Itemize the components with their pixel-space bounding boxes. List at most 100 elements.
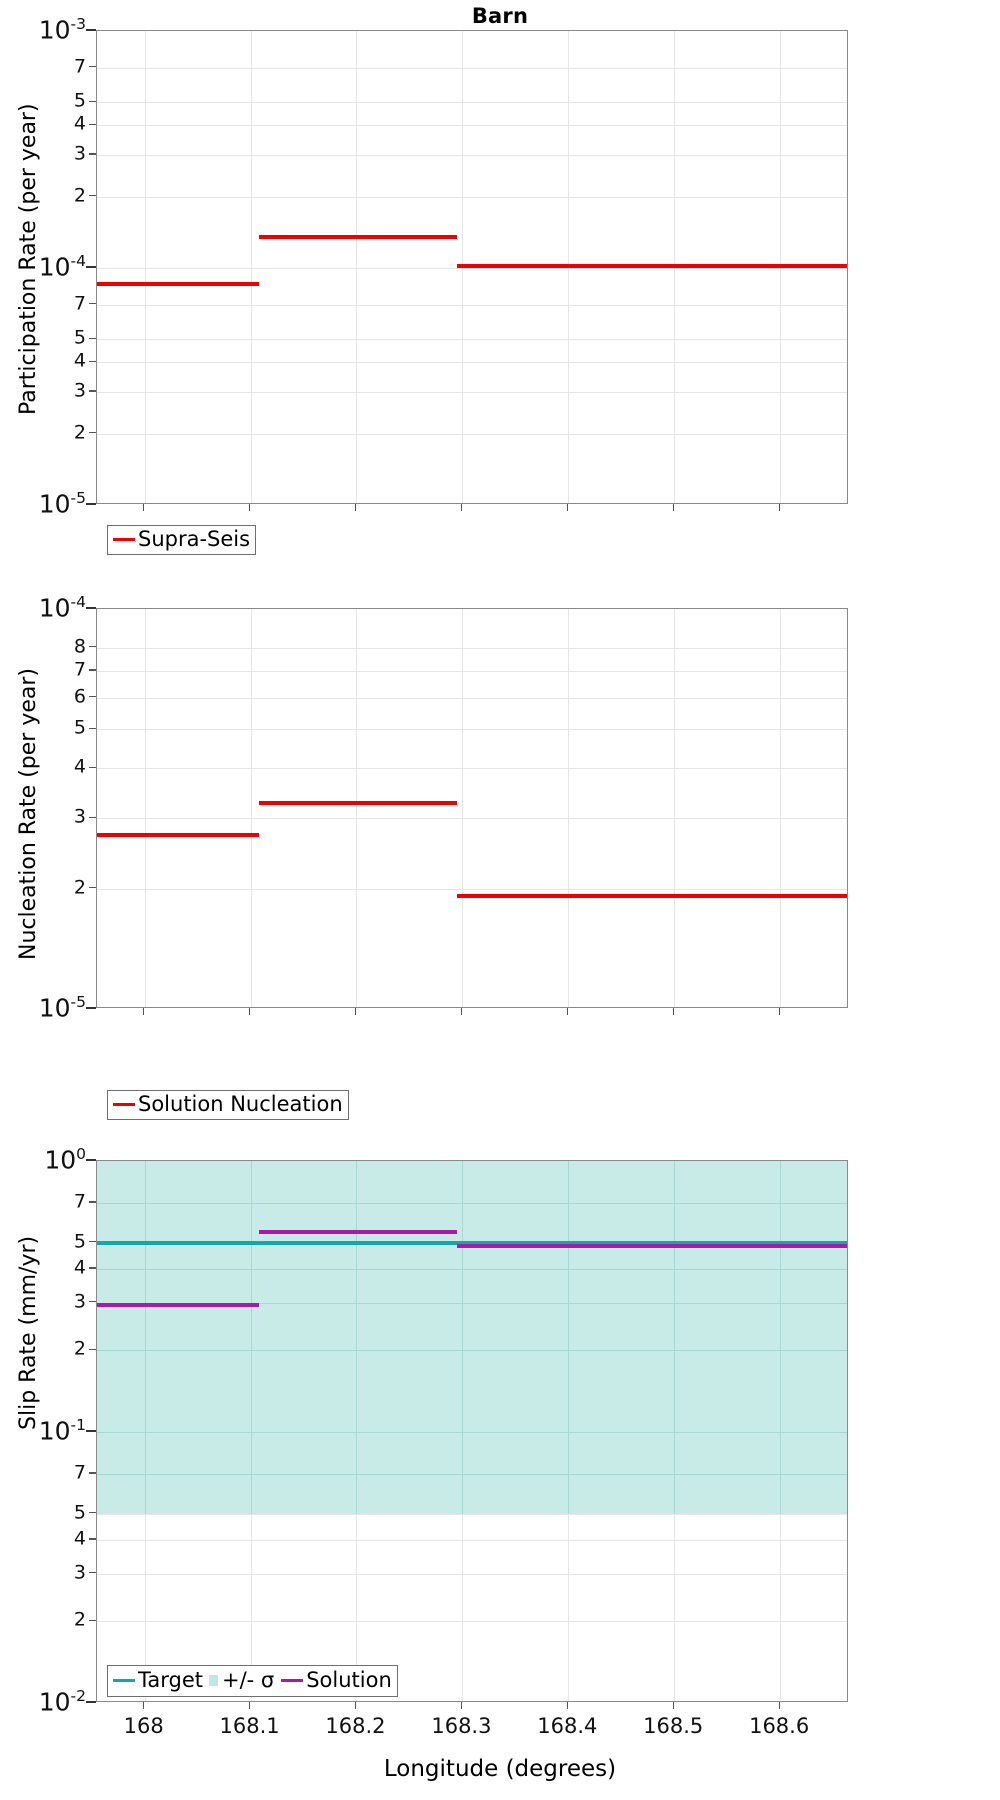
data-step-segment: [457, 263, 847, 268]
y-tick-mark: [89, 886, 96, 889]
panel-participation-rate: [96, 30, 848, 504]
y-tick-label: 10-3: [38, 15, 86, 45]
gridline-horizontal: [97, 1539, 847, 1541]
data-step-segment: [97, 281, 260, 286]
y-tick-label: 5: [73, 1501, 86, 1524]
y-tick-mark: [89, 1538, 96, 1540]
y-tick-label: 3: [73, 1290, 86, 1313]
y-tick-mark: [89, 390, 96, 392]
x-tick-mark: [248, 1008, 251, 1015]
gridline-vertical: [356, 31, 358, 503]
legend-line-icon: [113, 1102, 135, 1107]
x-tick-mark: [248, 1702, 251, 1709]
y-tick-mark: [89, 1619, 96, 1622]
y-tick-label: 5: [73, 716, 86, 739]
y-tick-mark: [89, 727, 96, 730]
x-tick-mark: [354, 1702, 357, 1709]
y-tick-mark: [86, 1430, 96, 1432]
y-tick-label: 5: [73, 326, 86, 349]
y-tick-label: 2: [73, 184, 86, 207]
legend-label-sigma: +/- σ: [221, 1668, 275, 1692]
gridline-vertical: [144, 31, 146, 503]
gridline-horizontal: [97, 125, 847, 127]
gridline-horizontal: [97, 1473, 847, 1475]
y-tick-label: 7: [73, 1461, 86, 1484]
gridline-horizontal: [97, 1302, 847, 1304]
panel1-legend[interactable]: Supra-Seis: [107, 525, 257, 555]
x-tick-mark: [672, 1702, 674, 1709]
y-tick-mark: [89, 195, 96, 197]
gridline-horizontal: [97, 818, 847, 820]
y-tick-mark: [89, 816, 96, 818]
gridline-horizontal: [97, 1268, 847, 1270]
data-step-segment: [457, 893, 847, 898]
gridline-horizontal: [97, 391, 847, 393]
x-tick-mark: [460, 1702, 463, 1709]
legend-line-icon: [113, 1678, 135, 1683]
gridline-horizontal: [97, 670, 847, 672]
gridline-vertical: [568, 609, 570, 1007]
y-tick-label: 4: [73, 1527, 86, 1550]
y-tick-mark: [89, 646, 96, 648]
gridline-horizontal: [97, 1350, 847, 1352]
gridline-horizontal: [97, 102, 847, 104]
data-step-segment: [97, 1240, 847, 1245]
y-tick-label: 3: [73, 1561, 86, 1584]
x-tick-label: 168.2: [325, 1714, 386, 1738]
x-tick-label: 168.4: [537, 1714, 598, 1738]
y-tick-mark: [89, 360, 96, 362]
gridline-horizontal: [97, 647, 847, 649]
y-tick-label: 5: [73, 89, 86, 112]
x-tick-mark: [460, 504, 463, 511]
panel3-legend[interactable]: Target +/- σ Solution: [107, 1665, 398, 1697]
x-tick-mark: [143, 1702, 145, 1709]
y-tick-label: 2: [73, 1608, 86, 1631]
y-tick-mark: [89, 1267, 96, 1269]
panel2-legend[interactable]: Solution Nucleation: [107, 1090, 349, 1120]
y-tick-label: 10-5: [38, 993, 86, 1023]
x-tick-mark: [354, 504, 357, 511]
y-tick-label: 7: [73, 1190, 86, 1213]
legend-label-solution-nucleation: Solution Nucleation: [138, 1092, 343, 1116]
y-tick-label: 4: [73, 349, 86, 372]
gridline-vertical: [780, 1161, 782, 1514]
gridline-horizontal: [97, 196, 847, 198]
legend-item-solution: Solution: [281, 1670, 392, 1691]
legend-label-target: Target: [138, 1668, 203, 1692]
panel-nucleation-rate: [96, 608, 848, 1008]
y-tick-label: 7: [73, 658, 86, 681]
y-tick-label: 4: [73, 112, 86, 135]
y-tick-mark: [86, 1007, 96, 1009]
gridline-vertical: [780, 609, 782, 1007]
y-tick-label: 2: [73, 1337, 86, 1360]
gridline-horizontal: [97, 362, 847, 364]
y-tick-mark: [89, 1301, 96, 1303]
x-tick-mark: [566, 1008, 569, 1015]
y-tick-label: 5: [73, 1230, 86, 1253]
x-tick-mark: [354, 1008, 357, 1015]
data-step-segment: [457, 1243, 847, 1248]
data-step-segment: [259, 1230, 458, 1235]
x-tick-mark: [566, 1702, 569, 1709]
y-tick-mark: [89, 303, 96, 305]
gridline-horizontal: [97, 1432, 847, 1433]
panel-slip-rate: [96, 1160, 848, 1702]
y-tick-label: 100: [44, 1145, 86, 1175]
gridline-horizontal: [97, 304, 847, 306]
y-tick-label: 10-2: [38, 1687, 86, 1717]
x-tick-mark: [143, 1008, 145, 1015]
y-tick-label: 10-1: [38, 1416, 86, 1446]
y-tick-mark: [86, 266, 96, 268]
gridline-horizontal: [97, 1621, 847, 1623]
y-tick-mark: [89, 1240, 96, 1243]
y-tick-mark: [89, 432, 96, 434]
y-tick-label: 10-4: [38, 252, 86, 282]
y-tick-mark: [89, 1201, 96, 1203]
gridline-horizontal: [97, 433, 847, 435]
y-tick-mark: [89, 100, 96, 103]
gridline-horizontal: [97, 67, 847, 69]
data-step-segment: [259, 800, 458, 805]
gridline-horizontal: [97, 1513, 847, 1515]
y-tick-label: 8: [73, 635, 86, 658]
x-tick-label: 168.3: [431, 1714, 492, 1738]
